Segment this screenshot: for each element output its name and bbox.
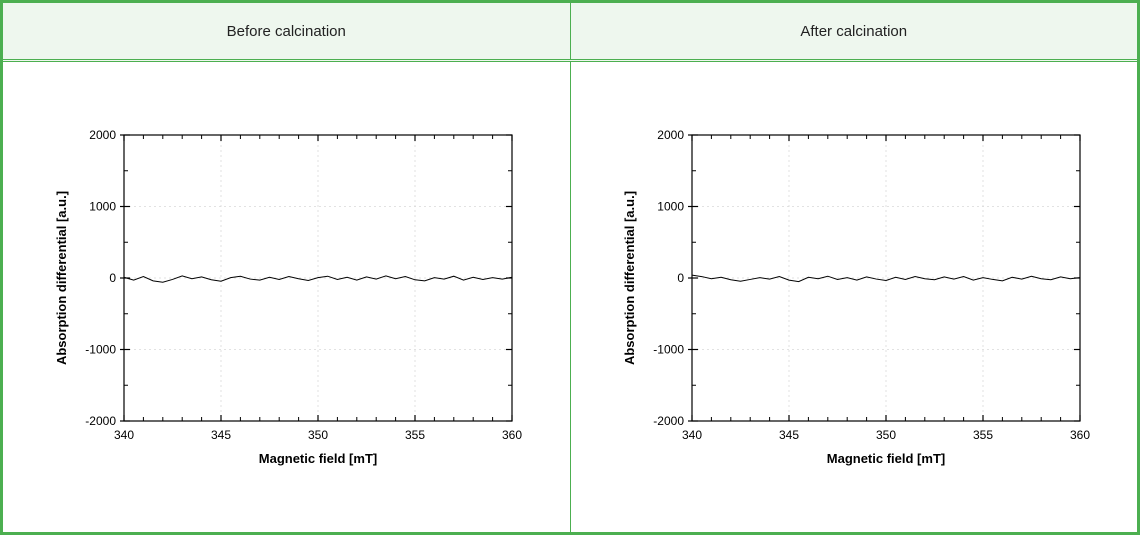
header-cell-before: Before calcination <box>3 3 570 59</box>
svg-text:1000: 1000 <box>90 200 117 214</box>
svg-text:355: 355 <box>405 428 425 442</box>
svg-text:-1000: -1000 <box>86 343 117 357</box>
svg-text:340: 340 <box>682 428 702 442</box>
svg-text:350: 350 <box>308 428 328 442</box>
svg-text:350: 350 <box>876 428 896 442</box>
header-row: Before calcination After calcination <box>3 3 1137 62</box>
svg-text:360: 360 <box>502 428 522 442</box>
svg-text:2000: 2000 <box>657 128 684 142</box>
chart-after: 340 345 350 355 360 -2000 -1000 0 1000 2000 Magnet… <box>614 117 1094 477</box>
body-row: 340 345 350 355 360 -2000 -1000 0 1000 2000 Magnet… <box>3 62 1137 532</box>
svg-text:0: 0 <box>110 271 117 285</box>
svg-text:-2000: -2000 <box>653 414 684 428</box>
svg-text:1000: 1000 <box>657 200 684 214</box>
header-cell-after: After calcination <box>570 3 1138 59</box>
svg-text:355: 355 <box>973 428 993 442</box>
svg-text:-1000: -1000 <box>653 343 684 357</box>
svg-text:Magnetic field [mT]: Magnetic field [mT] <box>259 451 377 466</box>
body-cell-before: 340 345 350 355 360 -2000 -1000 0 1000 2000 Magnet… <box>3 62 570 532</box>
svg-text:Absorption differential [a.u.]: Absorption differential [a.u.] <box>622 191 637 365</box>
figure-frame: Before calcination After calcination 340… <box>0 0 1140 535</box>
svg-text:340: 340 <box>114 428 134 442</box>
header-label: Before calcination <box>227 23 346 40</box>
svg-text:Magnetic field [mT]: Magnetic field [mT] <box>827 451 945 466</box>
svg-text:-2000: -2000 <box>86 414 117 428</box>
header-label: After calcination <box>800 23 907 40</box>
svg-text:360: 360 <box>1070 428 1090 442</box>
svg-text:0: 0 <box>677 271 684 285</box>
svg-text:345: 345 <box>211 428 231 442</box>
chart-before: 340 345 350 355 360 -2000 -1000 0 1000 2000 Magnet… <box>46 117 526 477</box>
svg-text:2000: 2000 <box>90 128 117 142</box>
svg-text:Absorption differential [a.u.]: Absorption differential [a.u.] <box>54 191 69 365</box>
body-cell-after: 340 345 350 355 360 -2000 -1000 0 1000 2000 Magnet… <box>570 62 1138 532</box>
svg-text:345: 345 <box>779 428 799 442</box>
